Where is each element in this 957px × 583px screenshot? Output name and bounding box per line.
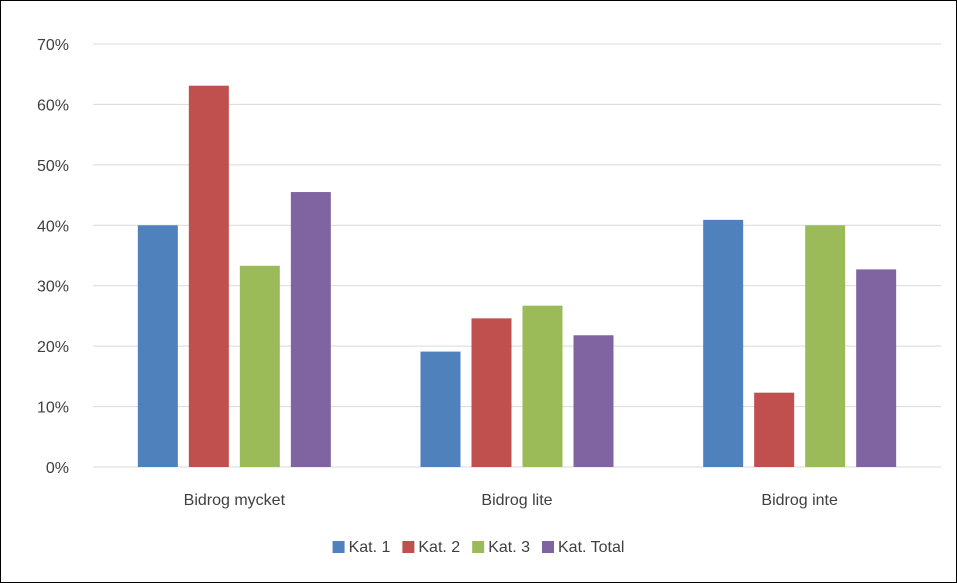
- bar-kat-total-bidrog-lite: [573, 335, 614, 467]
- bar-kat-2-bidrog-lite: [471, 318, 512, 467]
- gridlines: [93, 43, 941, 468]
- x-category-label: Bidrog inte: [761, 492, 838, 509]
- legend-item-kat-total: Kat. Total: [542, 539, 624, 556]
- y-tick-label: 20%: [37, 339, 69, 356]
- bar-kat-1-bidrog-inte: [703, 219, 744, 467]
- legend-item-kat-1: Kat. 1: [332, 539, 391, 556]
- y-tick-label: 70%: [37, 37, 69, 54]
- x-axis-category-labels: Bidrog mycket Bidrog lite Bidrog inte: [184, 492, 838, 509]
- y-axis-tick-labels: 0% 10% 20% 30% 40% 50% 60% 70%: [37, 37, 69, 477]
- y-tick-label: 10%: [37, 400, 69, 417]
- legend-label: Kat. 1: [349, 539, 391, 556]
- y-tick-label: 50%: [37, 158, 69, 175]
- legend-item-kat-3: Kat. 3: [472, 539, 530, 556]
- bar-kat-2-bidrog-inte: [754, 392, 795, 467]
- bar-kat-2-bidrog-mycket: [188, 85, 229, 468]
- bar-kat-3-bidrog-lite: [522, 305, 563, 467]
- y-tick-label: 30%: [37, 279, 69, 296]
- y-tick-label: 60%: [37, 97, 69, 114]
- bar-kat-3-bidrog-mycket: [239, 265, 280, 467]
- y-tick-label: 0%: [46, 460, 69, 477]
- bar-kat-1-bidrog-lite: [420, 351, 461, 467]
- bar-kat-total-bidrog-mycket: [290, 192, 331, 468]
- legend-label: Kat. Total: [558, 539, 624, 556]
- x-category-label: Bidrog lite: [481, 492, 552, 509]
- y-tick-label: 40%: [37, 218, 69, 235]
- bars: [137, 85, 897, 468]
- bar-kat-total-bidrog-inte: [856, 269, 897, 467]
- bar-kat-3-bidrog-inte: [805, 225, 846, 467]
- legend-label: Kat. 3: [488, 539, 530, 556]
- legend-label: Kat. 2: [418, 539, 460, 556]
- legend-swatch: [472, 541, 485, 553]
- bar-kat-1-bidrog-mycket: [137, 225, 178, 467]
- legend: Kat. 1 Kat. 2 Kat. 3 Kat. Total: [332, 539, 624, 556]
- legend-swatch: [542, 541, 555, 553]
- legend-swatch: [332, 541, 345, 553]
- legend-swatch: [402, 541, 415, 553]
- x-category-label: Bidrog mycket: [184, 492, 286, 509]
- legend-item-kat-2: Kat. 2: [402, 539, 460, 556]
